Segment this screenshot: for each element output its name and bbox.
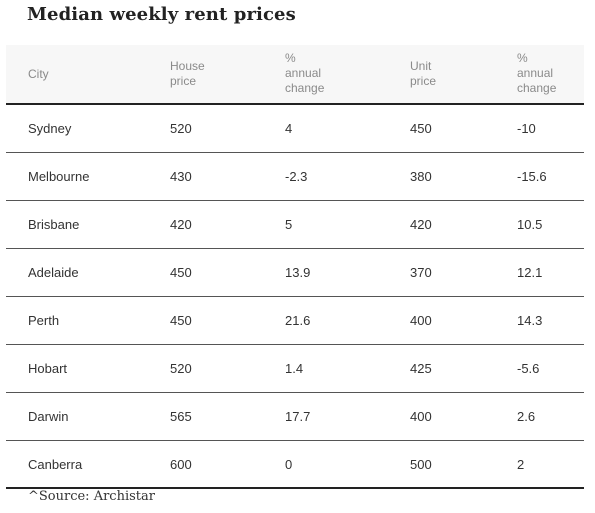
table-header-row: City House price % annual change Unit pr… bbox=[6, 45, 584, 105]
header-house-change-line: annual bbox=[285, 66, 322, 80]
cell-unit-price: 380 bbox=[410, 169, 432, 184]
cell-unit-price: 425 bbox=[410, 361, 432, 376]
table-row: Brisbane 420 5 420 10.5 bbox=[6, 201, 584, 249]
source-note: ^Source: Archistar bbox=[28, 489, 155, 504]
cell-city: Darwin bbox=[28, 409, 69, 424]
cell-unit-price: 450 bbox=[410, 121, 432, 136]
header-unit-price-line: price bbox=[410, 74, 437, 88]
header-house-change-line: % bbox=[285, 51, 296, 65]
cell-unit-price: 500 bbox=[410, 457, 432, 472]
cell-house-price: 600 bbox=[170, 457, 192, 472]
rent-table: City House price % annual change Unit pr… bbox=[6, 45, 584, 489]
cell-unit-change: 10.5 bbox=[517, 217, 543, 232]
cell-city: Sydney bbox=[28, 121, 72, 136]
cell-house-price: 520 bbox=[170, 121, 192, 136]
header-unit-price-line: Unit bbox=[410, 59, 432, 73]
cell-unit-change: -5.6 bbox=[517, 361, 540, 376]
cell-city: Adelaide bbox=[28, 265, 79, 280]
cell-house-change: 21.6 bbox=[285, 313, 311, 328]
cell-unit-change: -10 bbox=[517, 121, 536, 136]
header-unit-price: Unit price bbox=[410, 59, 436, 89]
table-row: Adelaide 450 13.9 370 12.1 bbox=[6, 249, 584, 297]
header-house-price: House price bbox=[170, 59, 205, 89]
cell-house-change: 4 bbox=[285, 121, 293, 136]
cell-unit-change: 14.3 bbox=[517, 313, 543, 328]
cell-unit-change: 2 bbox=[517, 457, 525, 472]
cell-city: Brisbane bbox=[28, 217, 80, 232]
table-row: Hobart 520 1.4 425 -5.6 bbox=[6, 345, 584, 393]
header-unit-change-line: change bbox=[517, 81, 557, 95]
cell-city: Canberra bbox=[28, 457, 83, 472]
header-house-change: % annual change bbox=[285, 51, 324, 96]
cell-house-price: 450 bbox=[170, 265, 192, 280]
header-house-change-line: change bbox=[285, 81, 325, 95]
header-house-price-line: price bbox=[170, 74, 197, 88]
cell-house-change: -2.3 bbox=[285, 169, 308, 184]
cell-unit-change: 2.6 bbox=[517, 409, 536, 424]
header-unit-change-line: annual bbox=[517, 66, 554, 80]
table-title: Median weekly rent prices bbox=[27, 4, 296, 25]
cell-house-change: 0 bbox=[285, 457, 293, 472]
cell-city: Melbourne bbox=[28, 169, 90, 184]
cell-unit-price: 400 bbox=[410, 313, 432, 328]
cell-house-price: 565 bbox=[170, 409, 192, 424]
cell-city: Hobart bbox=[28, 361, 68, 376]
cell-house-price: 430 bbox=[170, 169, 192, 184]
cell-house-change: 5 bbox=[285, 217, 293, 232]
header-unit-change-line: % bbox=[517, 51, 528, 65]
table-row: Canberra 600 0 500 2 bbox=[6, 441, 584, 489]
cell-unit-price: 370 bbox=[410, 265, 432, 280]
cell-house-price: 450 bbox=[170, 313, 192, 328]
cell-unit-price: 400 bbox=[410, 409, 432, 424]
table-row: Melbourne 430 -2.3 380 -15.6 bbox=[6, 153, 584, 201]
header-house-price-line: House bbox=[170, 59, 205, 73]
cell-house-change: 1.4 bbox=[285, 361, 304, 376]
cell-unit-change: -15.6 bbox=[517, 169, 547, 184]
header-city: City bbox=[28, 67, 49, 82]
header-unit-change: % annual change bbox=[517, 51, 556, 96]
cell-house-change: 17.7 bbox=[285, 409, 311, 424]
table-row: Perth 450 21.6 400 14.3 bbox=[6, 297, 584, 345]
table-row: Sydney 520 4 450 -10 bbox=[6, 105, 584, 153]
table-row: Darwin 565 17.7 400 2.6 bbox=[6, 393, 584, 441]
cell-unit-change: 12.1 bbox=[517, 265, 543, 280]
cell-city: Perth bbox=[28, 313, 60, 328]
header-city-line: City bbox=[28, 67, 49, 81]
cell-house-price: 520 bbox=[170, 361, 192, 376]
cell-house-price: 420 bbox=[170, 217, 192, 232]
cell-unit-price: 420 bbox=[410, 217, 432, 232]
cell-house-change: 13.9 bbox=[285, 265, 311, 280]
